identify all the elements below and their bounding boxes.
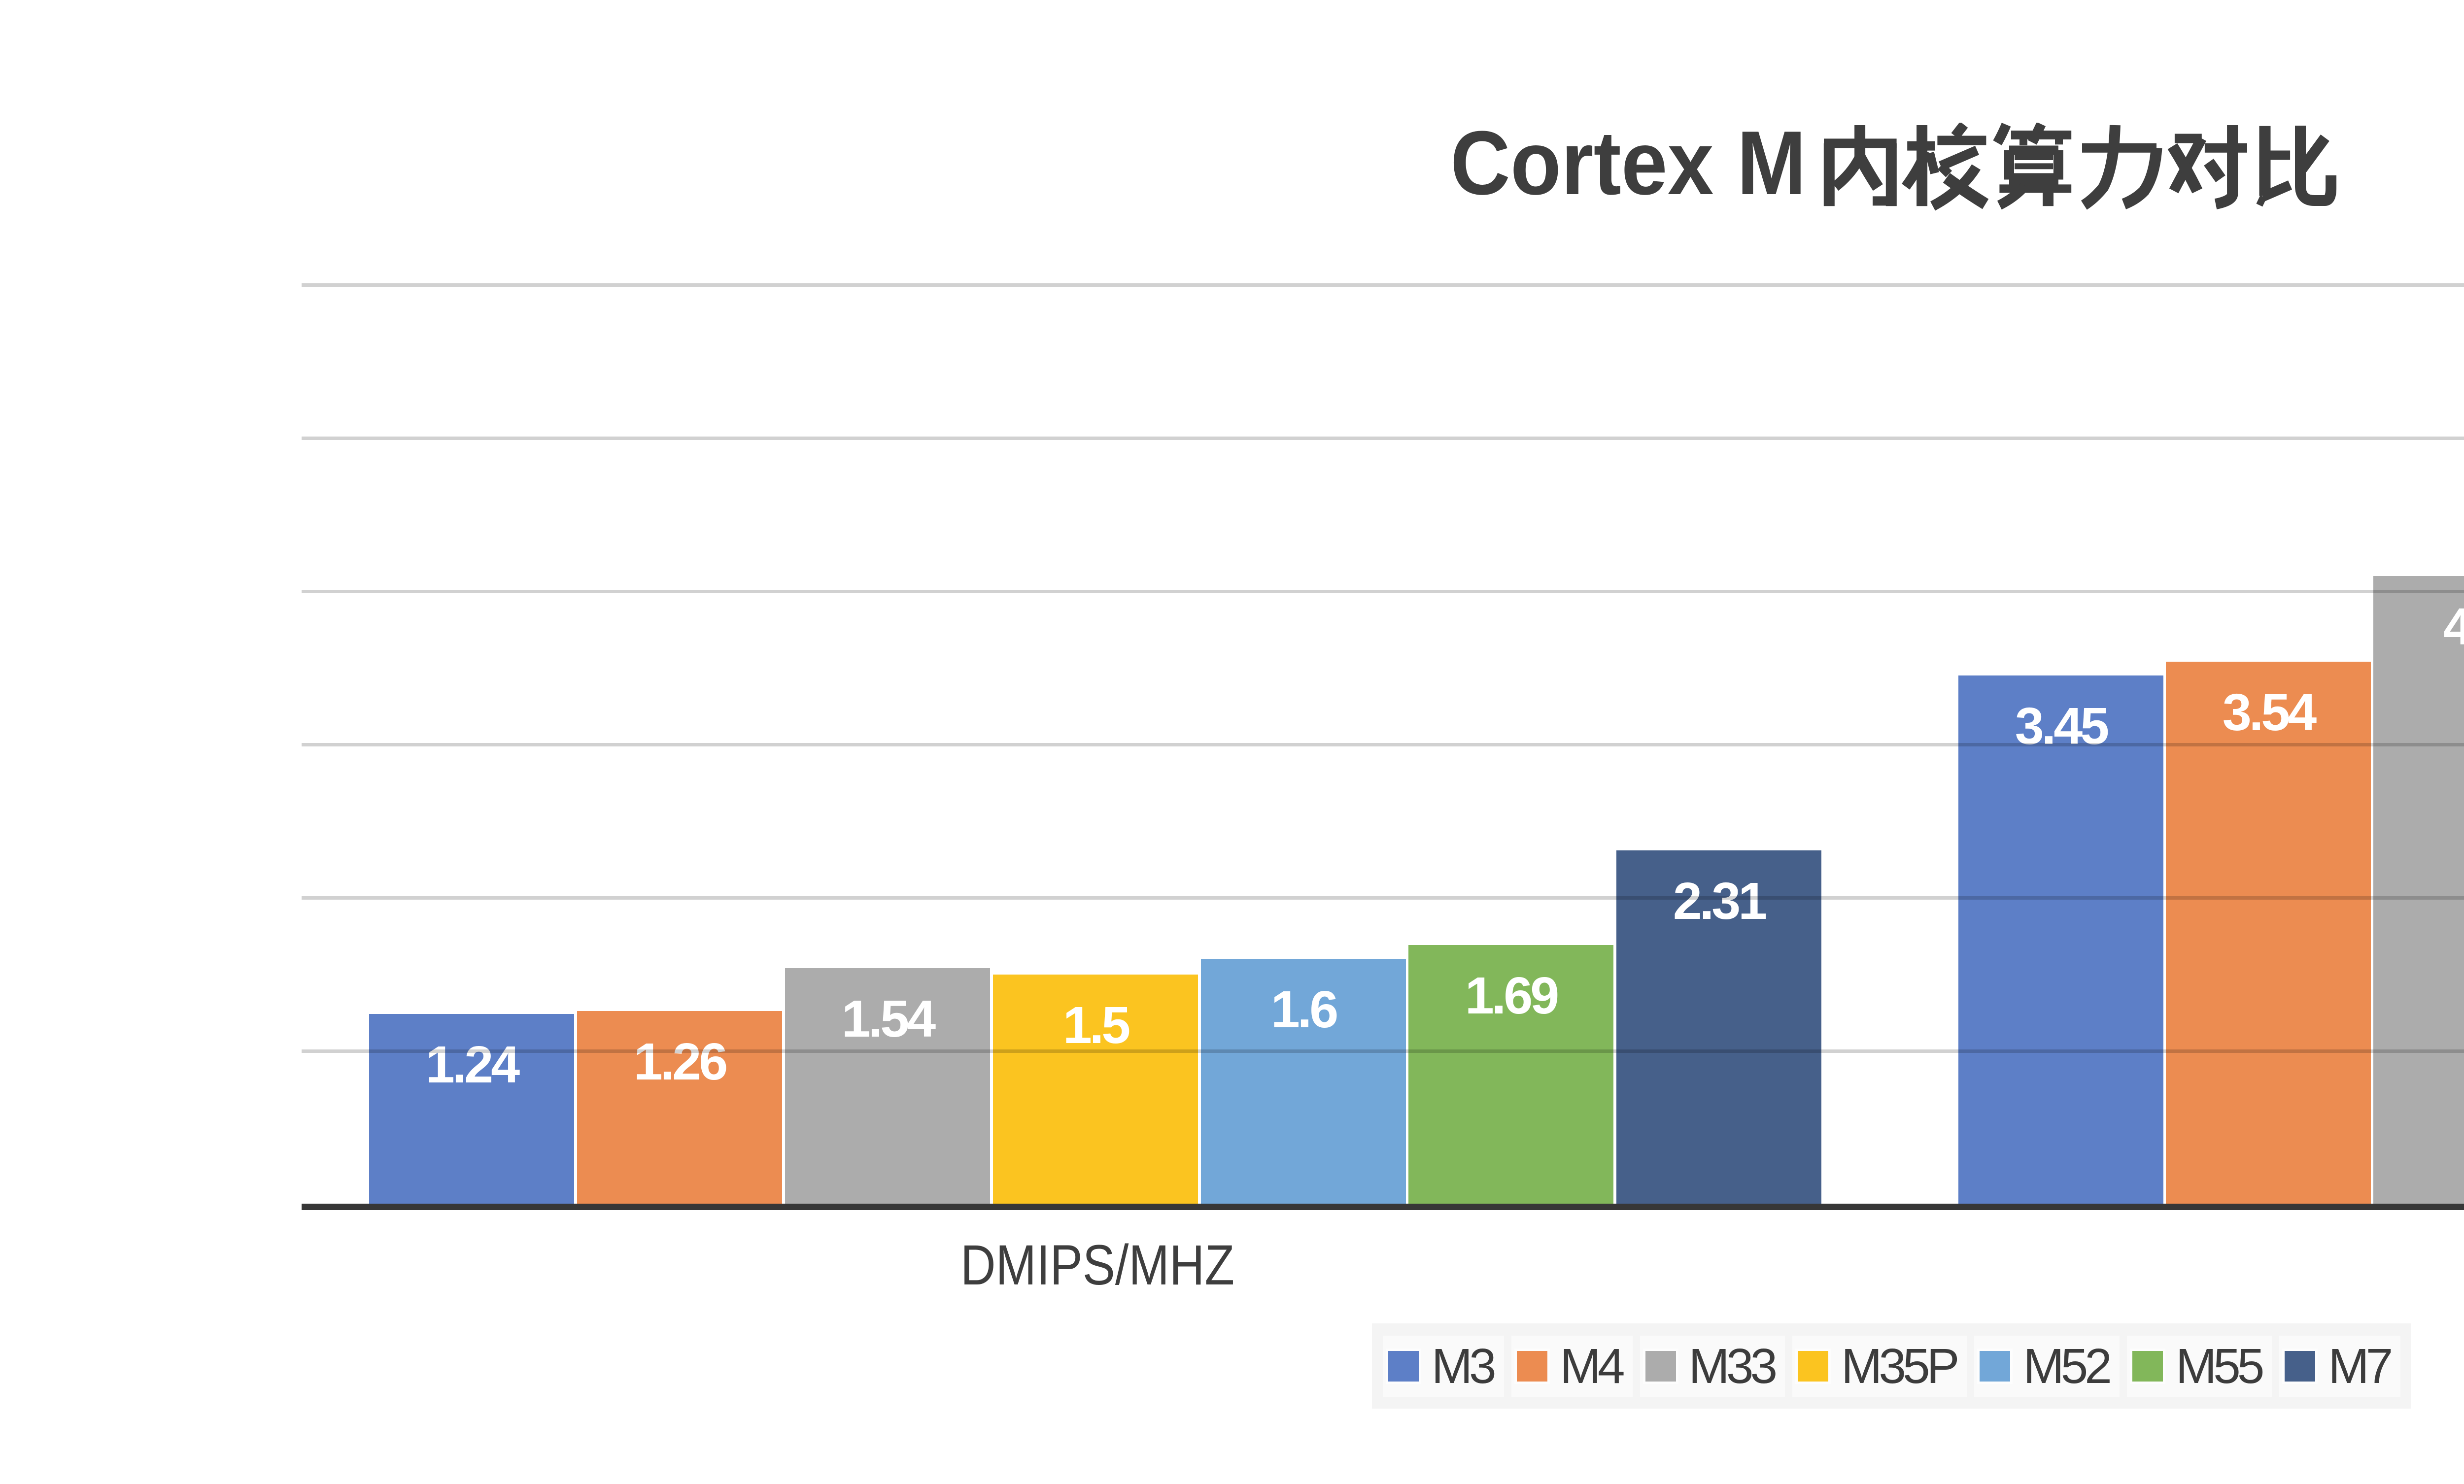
svg-text:Cortex M: Cortex M xyxy=(1450,123,1806,213)
svg-text:DMIPS/MHZ: DMIPS/MHZ xyxy=(960,1234,1234,1297)
